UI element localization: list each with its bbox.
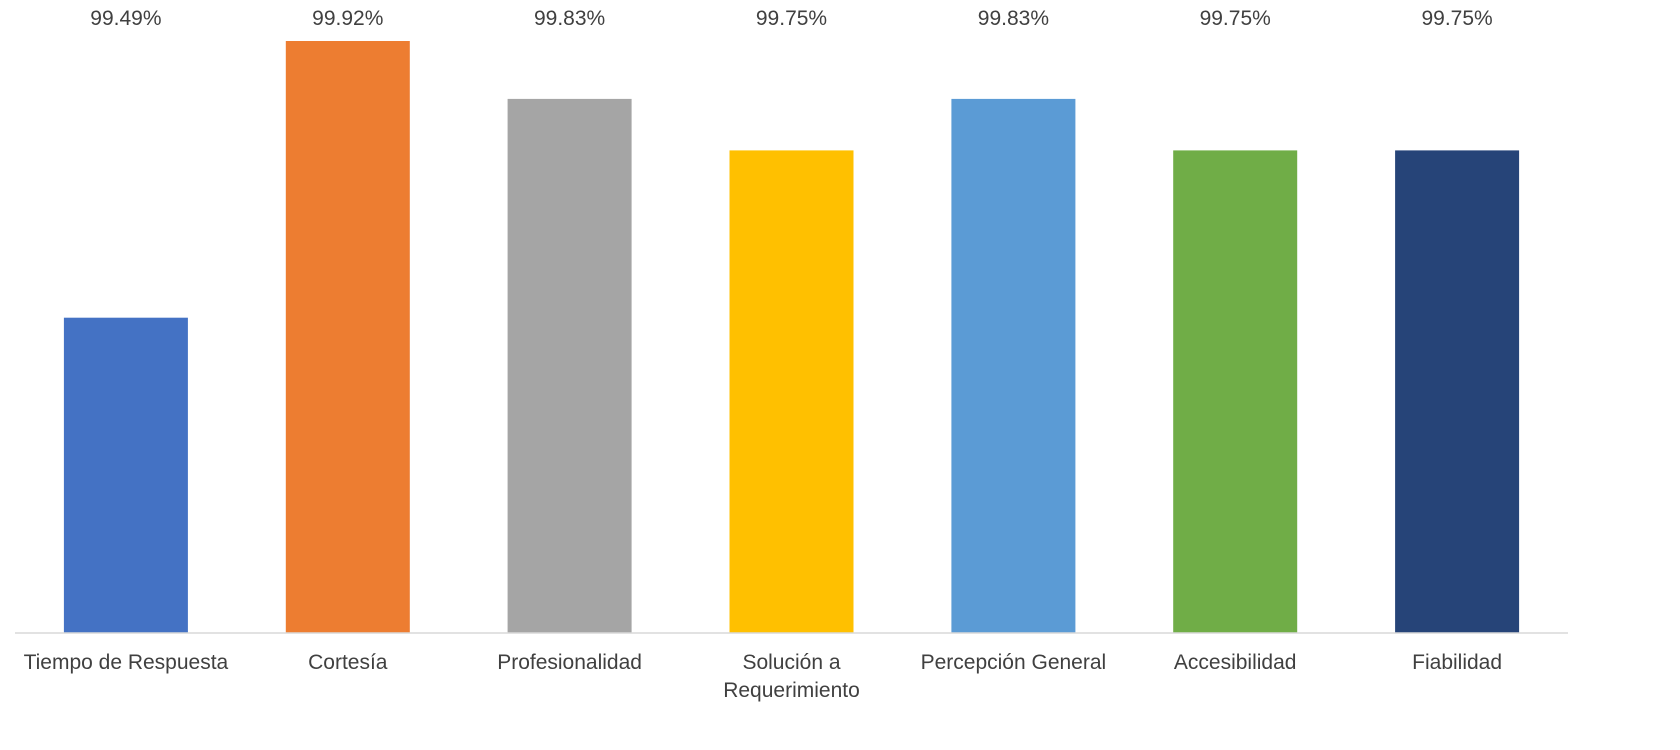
- bar-1: [285, 41, 410, 633]
- category-label-0: Tiempo de Respuesta: [24, 651, 229, 674]
- category-label-line: Accesibilidad: [1174, 651, 1297, 674]
- bar-0: [63, 317, 188, 633]
- value-label-0: 99.49%: [90, 7, 161, 30]
- bar-6: [1395, 150, 1520, 633]
- bar-5: [1173, 150, 1298, 633]
- bar-3: [729, 150, 854, 633]
- category-label-line: Fiabilidad: [1412, 651, 1502, 674]
- category-label-line: Cortesía: [308, 651, 388, 674]
- value-label-1: 99.92%: [312, 7, 383, 30]
- bars-layer: [63, 41, 1520, 633]
- category-label-line: Solución a: [742, 651, 840, 674]
- value-label-5: 99.75%: [1200, 7, 1271, 30]
- value-label-3: 99.75%: [756, 7, 827, 30]
- category-label-5: Accesibilidad: [1174, 651, 1297, 674]
- category-label-line: Tiempo de Respuesta: [24, 651, 229, 674]
- cat-labels-layer: Tiempo de Respuesta Cortesía Profesionalid…: [24, 651, 1502, 702]
- bar-2: [507, 98, 632, 633]
- bar-4: [951, 98, 1076, 633]
- category-label-2: Profesionalidad: [497, 651, 642, 674]
- category-label-line: Percepción General: [921, 651, 1107, 674]
- value-label-2: 99.83%: [534, 7, 605, 30]
- category-label-1: Cortesía: [308, 651, 388, 674]
- value-labels-layer: 99.49% 99.92% 99.83% 99.75% 99.83% 99.75% 99.7…: [90, 7, 1492, 30]
- category-label-4: Percepción General: [921, 651, 1107, 674]
- category-label-6: Fiabilidad: [1412, 651, 1502, 674]
- category-label-line: Profesionalidad: [497, 651, 642, 674]
- value-label-6: 99.75%: [1421, 7, 1492, 30]
- category-label-line: Requerimiento: [723, 679, 860, 702]
- value-label-4: 99.83%: [978, 7, 1049, 30]
- category-label-3: Solución a Requerimiento: [723, 651, 860, 702]
